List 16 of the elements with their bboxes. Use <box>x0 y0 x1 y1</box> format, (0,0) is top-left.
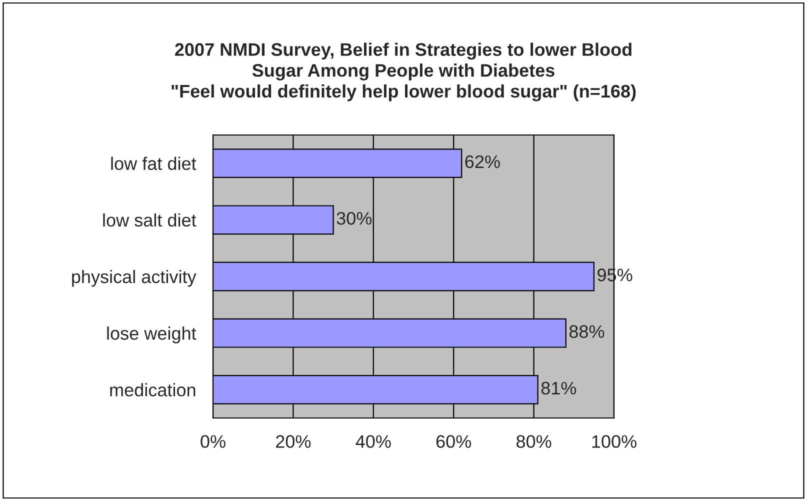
x-tick-label: 80% <box>516 435 552 448</box>
y-tick-label: low salt diet <box>103 213 196 227</box>
data-label: 88% <box>569 325 604 338</box>
data-label: 81% <box>541 382 576 395</box>
data-label: 30% <box>336 212 372 225</box>
y-tick-label: physical activity <box>72 270 196 287</box>
x-tick-label: 60% <box>436 435 472 448</box>
y-tick-label: lose weight <box>107 326 196 344</box>
chart-title: 2007 NMDI Survey, Belief in Strategies to lower Blood Sugar Among People with Diabetes "Feel would definitely help lower blood sugar" (n=168) <box>172 42 636 102</box>
y-tick-label: low fat diet <box>111 156 196 170</box>
data-label: 62% <box>465 155 500 168</box>
x-tick-label: 100% <box>592 435 636 448</box>
y-tick-label: medication <box>110 383 196 396</box>
x-tick-label: 0% <box>200 435 226 448</box>
x-tick-label: 20% <box>276 435 311 448</box>
x-tick-label: 40% <box>356 435 391 448</box>
